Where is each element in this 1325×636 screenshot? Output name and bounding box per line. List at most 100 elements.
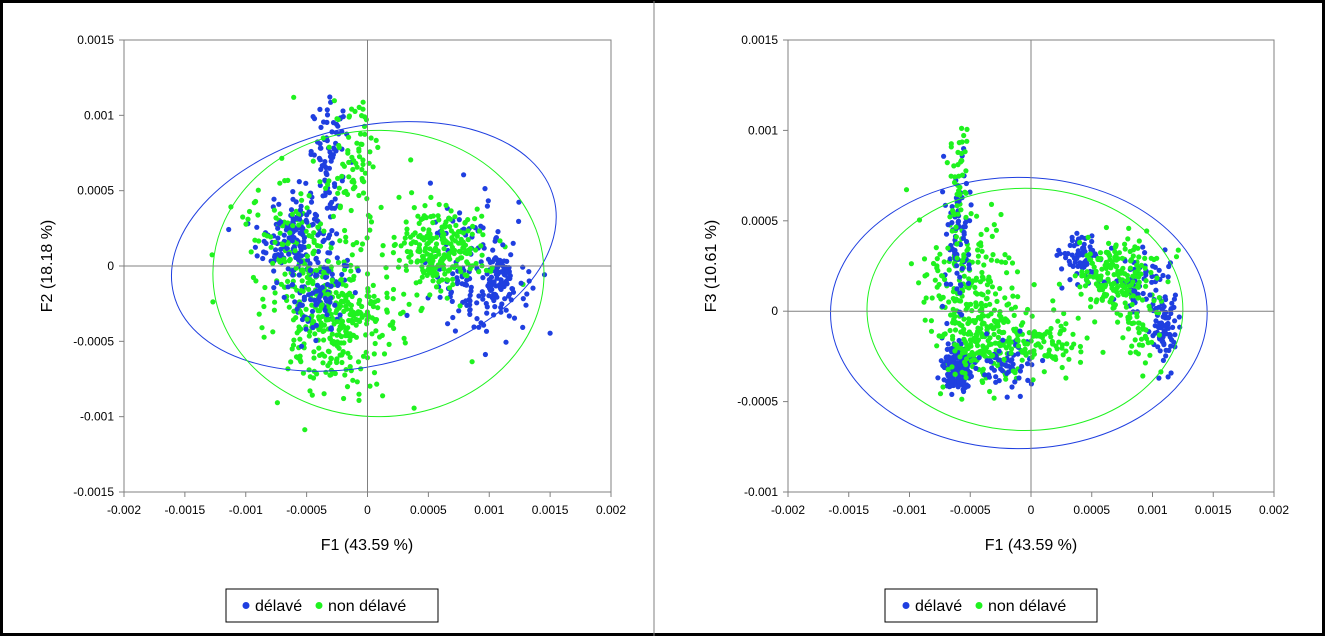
scatter-point-non-delave (268, 244, 274, 250)
scatter-point-non-delave (338, 321, 344, 328)
scatter-point-non-delave (980, 292, 986, 298)
scatter-point-non-delave (364, 321, 370, 327)
scatter-point-delave (504, 269, 510, 275)
scatter-point-delave (319, 284, 325, 290)
scatter-point-non-delave (302, 427, 308, 433)
scatter-point-non-delave (1010, 293, 1016, 299)
scatter-marks (830, 125, 1208, 450)
scatter-point-non-delave (1048, 325, 1054, 332)
scatter-point-non-delave (978, 301, 984, 308)
scatter-point-delave (483, 300, 489, 307)
scatter-point-non-delave (420, 226, 426, 232)
scatter-point-non-delave (1019, 357, 1025, 363)
scatter-point-non-delave (472, 216, 478, 222)
scatter-point-non-delave (210, 299, 216, 305)
scatter-point-non-delave (1044, 353, 1050, 359)
scatter-point-non-delave (326, 144, 332, 150)
scatter-point-delave (263, 250, 269, 256)
scatter-point-delave (318, 166, 324, 172)
scatter-point-delave (486, 277, 492, 283)
scatter-point-delave (943, 231, 950, 237)
scatter-point-non-delave (402, 340, 408, 346)
scatter-point-non-delave (1001, 329, 1007, 335)
scatter-point-non-delave (288, 359, 294, 365)
scatter-point-non-delave (1127, 265, 1134, 271)
scatter-point-delave (1156, 375, 1162, 381)
scatter-point-non-delave (311, 248, 317, 254)
scatter-point-delave (310, 324, 316, 331)
scatter-point-non-delave (1056, 339, 1062, 345)
scatter-point-non-delave (340, 161, 346, 167)
scatter-point-delave (1156, 267, 1162, 273)
scatter-point-non-delave (339, 173, 345, 179)
scatter-point-non-delave (390, 286, 397, 293)
scatter-point-non-delave (304, 253, 310, 259)
scatter-point-non-delave (271, 207, 277, 213)
scatter-point-delave (482, 186, 488, 192)
scatter-point-non-delave (342, 227, 348, 234)
scatter-point-non-delave (957, 354, 963, 360)
scatter-point-non-delave (1004, 302, 1010, 308)
scatter-point-delave (324, 205, 330, 211)
scatter-point-non-delave (354, 140, 360, 146)
scatter-point-delave (1158, 320, 1164, 326)
scatter-point-non-delave (1008, 346, 1015, 352)
scatter-point-non-delave (304, 205, 310, 211)
scatter-point-non-delave (356, 391, 362, 397)
scatter-point-non-delave (1061, 310, 1067, 317)
scatter-point-delave (965, 280, 972, 286)
scatter-point-delave (968, 373, 975, 379)
scatter-point-non-delave (1006, 255, 1012, 261)
scatter-point-delave (468, 284, 474, 290)
legend-label-delave: délavé (255, 598, 302, 615)
scatter-point-delave (939, 303, 946, 309)
scatter-point-non-delave (292, 248, 298, 254)
scatter-point-non-delave (277, 180, 283, 186)
scatter-point-delave (467, 307, 473, 313)
scatter-point-non-delave (307, 374, 313, 380)
scatter-point-non-delave (1024, 341, 1031, 347)
x-tick-label: 0.0005 (410, 503, 447, 517)
chart-f1-f2: -0.002 -0.0015 -0.001 -0.0005 0 0.0005 0.001 0.… (39, 33, 626, 623)
scatter-point-non-delave (307, 329, 313, 335)
scatter-point-non-delave (272, 239, 278, 245)
x-axis-title: F1 (43.59 %) (985, 537, 1077, 554)
scatter-point-non-delave (330, 316, 336, 323)
scatter-point-non-delave (365, 212, 371, 218)
legend-marker-non-delave (975, 602, 983, 609)
scatter-point-non-delave (440, 254, 446, 260)
scatter-point-non-delave (436, 217, 442, 223)
scatter-point-non-delave (1097, 250, 1104, 256)
scatter-point-non-delave (1139, 297, 1146, 303)
scatter-point-non-delave (1092, 319, 1098, 325)
scatter-point-delave (334, 255, 340, 261)
scatter-point-non-delave (959, 323, 965, 329)
scatter-point-non-delave (947, 214, 953, 220)
scatter-point-delave (307, 261, 313, 267)
scatter-point-non-delave (335, 259, 342, 266)
scatter-point-non-delave (988, 201, 995, 207)
scatter-point-non-delave (1156, 332, 1162, 338)
scatter-point-non-delave (335, 190, 341, 196)
scatter-point-delave (324, 298, 330, 304)
scatter-point-delave (516, 218, 522, 224)
scatter-point-delave (323, 164, 329, 171)
y-axis-title: F3 (10.61 %) (703, 220, 720, 312)
legend-label-non-delave: non délavé (988, 598, 1066, 615)
scatter-point-non-delave (354, 240, 360, 246)
scatter-point-delave (464, 277, 470, 283)
scatter-point-non-delave (375, 144, 381, 150)
scatter-point-non-delave (1125, 236, 1131, 242)
scatter-point-delave (1165, 374, 1171, 380)
scatter-point-delave (1166, 315, 1172, 321)
scatter-point-delave (341, 262, 347, 268)
y-tick-label: 0.0005 (741, 214, 778, 228)
scatter-point-delave (984, 331, 990, 337)
scatter-point-non-delave (1014, 269, 1021, 275)
scatter-point-non-delave (1119, 288, 1125, 295)
scatter-point-non-delave (384, 309, 390, 315)
scatter-point-non-delave (951, 179, 958, 186)
scatter-point-delave (1168, 370, 1174, 376)
scatter-point-delave (935, 375, 941, 381)
